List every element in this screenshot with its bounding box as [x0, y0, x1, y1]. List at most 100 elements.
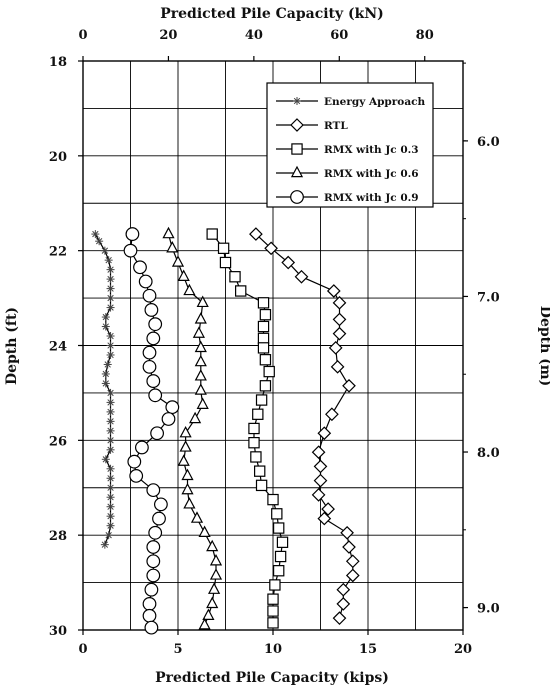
data-point-star: [101, 313, 110, 322]
data-point-square: [248, 422, 260, 435]
data-point-star-stroke: [101, 541, 109, 548]
data-point-star-stroke: [107, 389, 114, 397]
data-point-star-stroke: [107, 513, 114, 520]
left-axis-ticks: 18 20 22 24 26 28 30: [49, 55, 83, 639]
bottom-tick-label: 10: [264, 642, 282, 657]
right-axis-ticks: 6.0 7.0 8.0 9.0: [463, 62, 500, 617]
data-point-star-stroke: [102, 380, 109, 387]
data-point-star: [106, 341, 115, 350]
data-point-circle: [142, 359, 157, 374]
data-point-square: [229, 271, 241, 283]
data-point-triangle: [190, 511, 204, 523]
data-point-star-stroke: [107, 503, 114, 510]
legend-label: RMX with Jc 0.9: [324, 192, 419, 204]
data-point-diamond: [332, 326, 347, 341]
data-point-star: [106, 502, 115, 511]
top-tick-label: 80: [416, 28, 434, 43]
left-tick-label: 26: [49, 434, 67, 449]
data-point-triangle: [194, 312, 207, 324]
data-point-diamond: [249, 227, 263, 241]
data-point-star-stroke: [107, 285, 114, 292]
data-point-star-stroke: [107, 332, 114, 340]
data-point-diamond: [345, 568, 360, 583]
data-point-circle: [146, 374, 161, 388]
data-point-triangle: [198, 525, 211, 537]
data-point-circle: [133, 260, 147, 275]
data-point-diamond: [317, 511, 332, 526]
data-point-square: [255, 479, 268, 492]
data-point-diamond: [326, 284, 341, 298]
data-point-star-stroke: [102, 323, 109, 330]
data-point-star: [100, 246, 109, 255]
data-point-diamond: [332, 295, 347, 310]
bottom-tick-label: 0: [78, 642, 87, 657]
data-point-diamond: [328, 341, 343, 355]
data-point-diamond: [342, 540, 356, 554]
series-star: [91, 230, 115, 549]
data-point-square: [259, 380, 272, 392]
bottom-tick-label: 5: [173, 642, 182, 657]
data-point-circle: [148, 388, 163, 403]
data-point-triangle: [206, 539, 219, 552]
data-point-circle: [144, 582, 159, 597]
data-point-circle: [165, 400, 180, 415]
data-point-star: [106, 417, 115, 426]
data-point-diamond: [345, 554, 360, 569]
left-tick-label: 30: [49, 624, 67, 639]
data-point-square: [252, 408, 264, 420]
data-point-square: [217, 242, 230, 254]
data-point-star-stroke: [101, 247, 109, 254]
legend-marker-circle: [290, 190, 304, 204]
data-point-diamond: [336, 582, 351, 597]
data-point-triangle: [189, 411, 202, 424]
data-point-star: [106, 445, 115, 454]
data-point-star-stroke: [107, 304, 114, 311]
top-tick-label: 40: [245, 28, 263, 43]
data-point-star: [104, 256, 113, 265]
data-point-star-stroke: [92, 230, 99, 238]
data-point-triangle: [192, 326, 205, 338]
data-point-square: [257, 342, 270, 354]
data-point-star: [101, 369, 110, 378]
data-point-triangle: [181, 468, 194, 481]
data-point-square: [257, 297, 270, 309]
legend-marker-star-stroke: [293, 97, 301, 105]
data-point-triangle: [194, 369, 207, 381]
data-point-square: [206, 228, 218, 240]
data-point-diamond: [340, 525, 354, 540]
data-point-diamond: [332, 611, 347, 625]
data-point-circle: [142, 597, 157, 611]
data-point-star: [106, 350, 115, 359]
data-point-star: [106, 464, 115, 473]
bottom-axis-label: Predicted Pile Capacity (kips): [155, 670, 389, 686]
data-point-diamond: [332, 312, 347, 327]
data-point-triangle: [194, 383, 207, 395]
top-tick-label: 20: [159, 28, 177, 43]
data-point-triangle: [179, 440, 192, 452]
data-point-circle: [134, 440, 149, 455]
series-layer: [91, 226, 360, 635]
data-point-star-stroke: [107, 484, 114, 491]
left-tick-label: 20: [49, 150, 67, 165]
data-point-star: [106, 284, 115, 293]
data-point-circle: [153, 497, 168, 512]
data-point-square: [273, 522, 285, 534]
data-point-circle: [161, 412, 176, 426]
data-point-star: [101, 322, 110, 331]
data-point-star-stroke: [107, 342, 114, 349]
data-point-triangle: [206, 596, 219, 609]
data-point-diamond: [321, 502, 335, 516]
data-point-triangle: [177, 269, 190, 281]
data-point-star: [106, 521, 115, 530]
data-point-diamond: [317, 426, 332, 441]
data-point-star: [91, 230, 100, 239]
data-point-star: [104, 531, 113, 540]
data-point-star-stroke: [107, 522, 114, 529]
data-point-star-stroke: [107, 399, 114, 406]
data-point-circle: [129, 468, 144, 483]
right-tick-label: 7.0: [477, 290, 500, 305]
data-point-diamond: [313, 473, 328, 488]
data-point-star: [106, 398, 115, 407]
data-point-star: [103, 360, 112, 369]
right-tick-label: 6.0: [477, 135, 500, 150]
